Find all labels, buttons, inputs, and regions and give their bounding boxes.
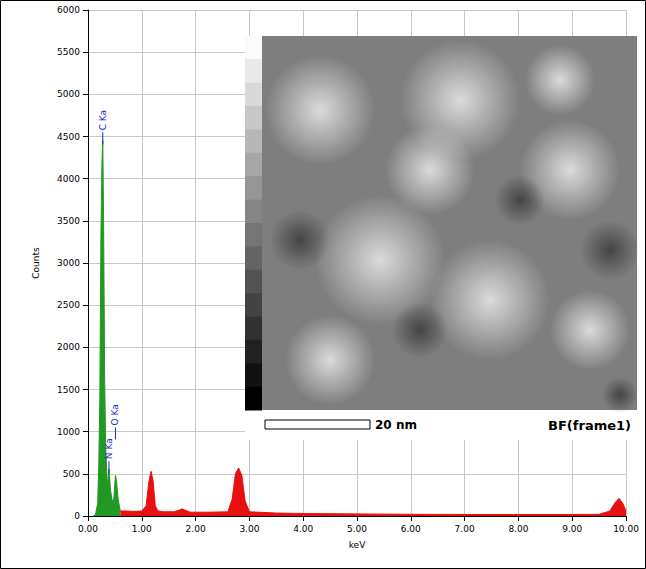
svg-text:O Ka: O Ka <box>110 404 120 425</box>
svg-text:500: 500 <box>63 469 80 479</box>
svg-text:3500: 3500 <box>57 216 80 226</box>
svg-text:Counts: Counts <box>31 247 41 279</box>
svg-text:5000: 5000 <box>57 89 80 99</box>
svg-text:4000: 4000 <box>57 174 80 184</box>
svg-text:3000: 3000 <box>57 258 80 268</box>
svg-text:2.00: 2.00 <box>186 524 206 534</box>
svg-text:6.00: 6.00 <box>401 524 421 534</box>
svg-text:8.00: 8.00 <box>508 524 528 534</box>
svg-text:3.00: 3.00 <box>239 524 259 534</box>
svg-text:4.00: 4.00 <box>293 524 313 534</box>
svg-text:6000: 6000 <box>57 5 80 15</box>
svg-text:20 nm: 20 nm <box>375 418 417 432</box>
svg-text:4500: 4500 <box>57 132 80 142</box>
svg-text:2000: 2000 <box>57 342 80 352</box>
svg-text:7.00: 7.00 <box>455 524 475 534</box>
svg-text:0.00: 0.00 <box>78 524 98 534</box>
svg-text:2500: 2500 <box>57 300 80 310</box>
svg-text:keV: keV <box>349 540 366 550</box>
svg-text:9.00: 9.00 <box>562 524 582 534</box>
svg-text:C Ka: C Ka <box>98 110 108 130</box>
svg-text:1500: 1500 <box>57 385 80 395</box>
svg-text:1.00: 1.00 <box>132 524 152 534</box>
svg-text:0: 0 <box>74 511 80 521</box>
svg-text:5500: 5500 <box>57 47 80 57</box>
svg-text:5.00: 5.00 <box>347 524 367 534</box>
svg-text:N Ka: N Ka <box>104 438 114 459</box>
svg-text:1000: 1000 <box>57 427 80 437</box>
svg-text:BF(frame1): BF(frame1) <box>548 418 631 433</box>
svg-text:10.00: 10.00 <box>613 524 639 534</box>
